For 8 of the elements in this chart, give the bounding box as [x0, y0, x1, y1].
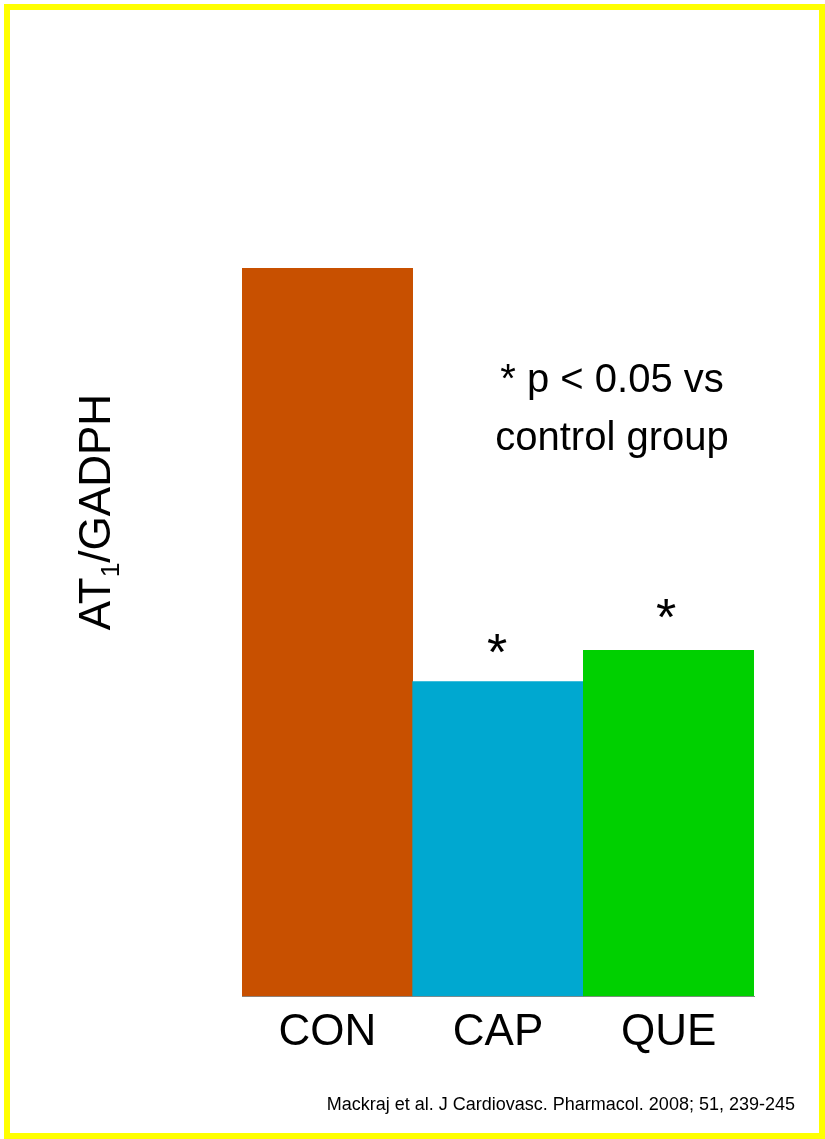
annotation: * p < 0.05 vs control group: [495, 356, 729, 458]
annotation: *: [486, 623, 508, 681]
y-axis-title: AT1/GADPH: [70, 393, 125, 631]
x-tick-label: CAP: [452, 1004, 544, 1054]
x-tick-label: CON: [278, 1004, 377, 1054]
text: Mackraj et al. J Cardiovasc. Pharmacol. 2008; 51, 239-245: [326, 1094, 795, 1114]
annotation: *: [655, 588, 677, 646]
x-tick-label: QUE: [620, 1004, 717, 1054]
